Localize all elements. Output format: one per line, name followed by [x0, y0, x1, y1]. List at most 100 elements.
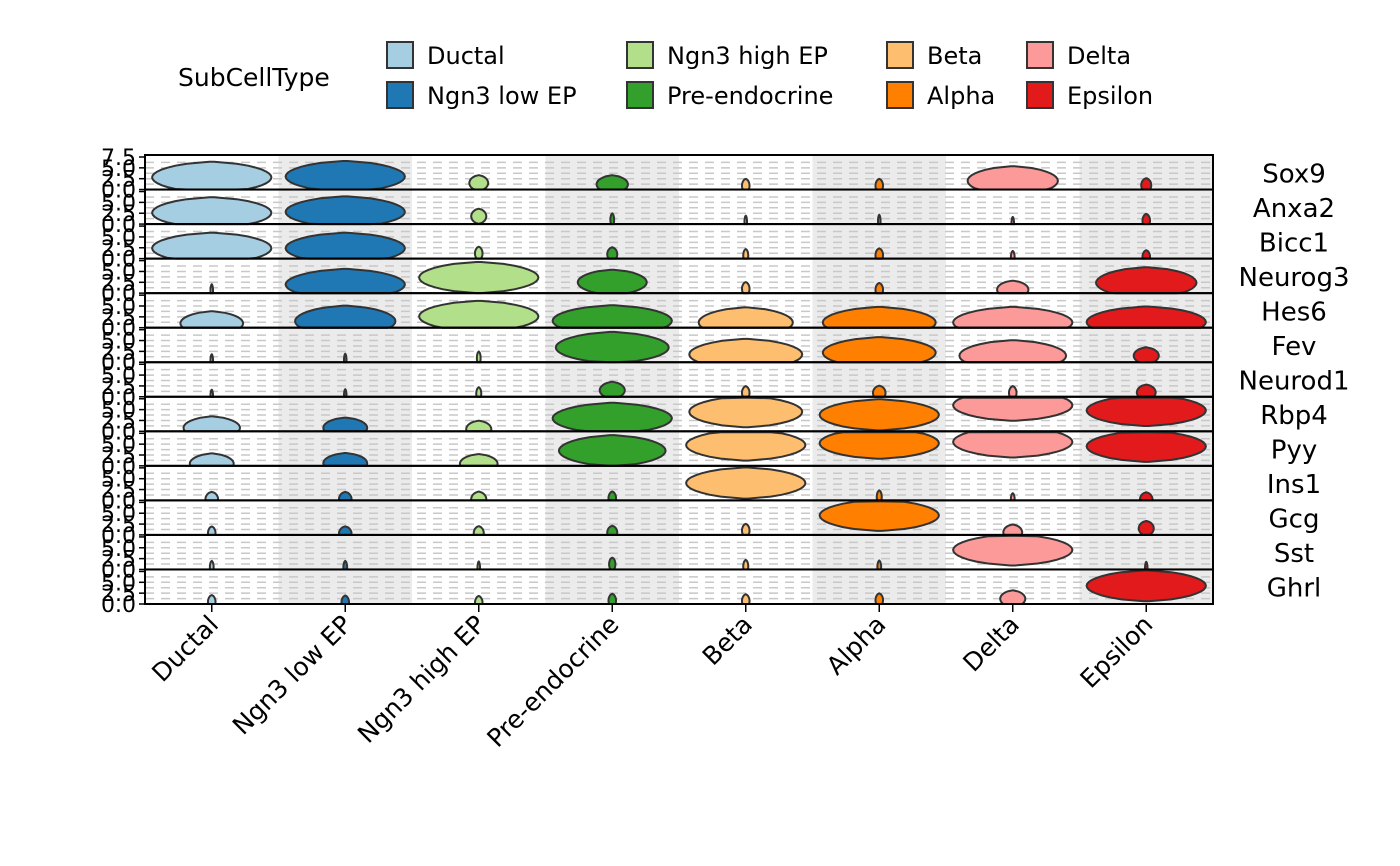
y-tick-label: 2.5: [101, 271, 136, 296]
violin: [741, 177, 751, 191]
y-tick-label: 5.0: [101, 537, 136, 562]
gene-label: Rbp4: [1260, 401, 1328, 431]
violin: [607, 592, 617, 605]
violin: [474, 245, 484, 260]
gene-label: Ghrl: [1267, 574, 1322, 604]
legend-label: Pre-endocrine: [667, 82, 833, 110]
violin: [151, 160, 273, 191]
violin: [688, 396, 804, 429]
y-tick-label: 5.0: [101, 399, 136, 424]
y-tick-label: 0.0: [101, 351, 136, 376]
violin: [209, 388, 214, 398]
violin: [557, 434, 667, 467]
y-tick-label: 5.0: [101, 468, 136, 493]
violin: [742, 558, 750, 571]
y-tick-label: 5.0: [101, 226, 136, 251]
violin: [208, 559, 215, 571]
violin: [741, 593, 751, 605]
violin: [598, 380, 626, 398]
violin: [609, 212, 616, 226]
legend-label: Epsilon: [1067, 82, 1153, 110]
violin: [418, 299, 540, 329]
violin: [1008, 385, 1018, 398]
violin: [952, 396, 1074, 422]
violin: [418, 261, 540, 295]
violin: [874, 247, 884, 260]
violin: [576, 268, 648, 295]
gene-label: Bicc1: [1259, 228, 1329, 258]
x-tick-label: Ngn3 high EP: [352, 610, 491, 749]
violin: [952, 534, 1074, 567]
violin: [474, 595, 484, 605]
gene-label: Sox9: [1262, 159, 1326, 189]
violin: [697, 306, 794, 329]
legend-swatch: [886, 41, 914, 69]
violin: [1140, 177, 1153, 191]
x-tick-label: Epsilon: [1075, 610, 1159, 694]
violin: [209, 353, 214, 364]
violin: [743, 214, 748, 226]
violin: [470, 490, 488, 502]
violin: [465, 419, 493, 433]
legend-swatch: [1026, 81, 1054, 109]
violin: [952, 431, 1074, 459]
violin: [209, 283, 214, 295]
y-tick-label: 2.5: [101, 548, 136, 573]
gene-label: Fev: [1272, 332, 1317, 362]
gene-label: Sst: [1274, 539, 1314, 569]
violin: [875, 489, 883, 502]
violin: [151, 196, 273, 226]
y-tick-label: 2.5: [101, 237, 136, 262]
y-tick-label: 0.0: [101, 524, 136, 549]
violin: [343, 352, 348, 364]
violin: [470, 207, 488, 225]
y-tick-label: 2.5: [101, 340, 136, 365]
legend-label: Alpha: [927, 82, 995, 110]
violin: [207, 594, 217, 605]
violin: [1085, 431, 1207, 463]
y-tick-label: 2.5: [101, 444, 136, 469]
violin: [741, 385, 751, 398]
legend-swatch: [626, 41, 654, 69]
violin: [1009, 250, 1016, 260]
violin: [340, 594, 350, 605]
y-tick-label: 5.0: [101, 433, 136, 458]
violin: [1141, 249, 1151, 260]
violin: [1085, 569, 1207, 603]
y-tick-label: 0.0: [101, 248, 136, 273]
legend-label: Beta: [927, 42, 982, 70]
legend-label: Ngn3 high EP: [667, 42, 828, 70]
violin: [607, 490, 617, 502]
violin: [966, 165, 1059, 191]
violin: [1010, 216, 1015, 226]
y-tick-label: 0.0: [101, 317, 136, 342]
violin: [874, 177, 884, 191]
violin: [952, 305, 1074, 329]
violin: [1002, 523, 1024, 536]
legend-swatch: [626, 81, 654, 109]
y-tick-label: 0.0: [101, 489, 136, 514]
y-tick-label: 5.0: [101, 295, 136, 320]
x-tick-label: Beta: [697, 610, 758, 671]
gene-label: Neurog3: [1239, 263, 1350, 293]
legend-swatch: [1026, 41, 1054, 69]
y-tick-label: 2.5: [101, 202, 136, 227]
y-tick-label: 2.5: [101, 306, 136, 331]
y-tick-label: 7.5: [101, 146, 136, 171]
violin: [818, 500, 940, 532]
violin: [343, 388, 348, 398]
gene-label: Neurod1: [1239, 367, 1350, 397]
violin: [872, 384, 887, 398]
y-tick-label: 5.0: [101, 571, 136, 596]
gene-label: Gcg: [1269, 505, 1320, 535]
violin: [551, 401, 673, 433]
violin: [876, 559, 883, 571]
violin: [1132, 346, 1160, 364]
panel-border: [144, 568, 1214, 606]
y-tick-label: 2.5: [101, 582, 136, 607]
y-tick-label: 0.0: [101, 282, 136, 307]
violin: [1144, 560, 1149, 571]
legend-swatch: [386, 41, 414, 69]
gene-label: Ins1: [1267, 470, 1321, 500]
